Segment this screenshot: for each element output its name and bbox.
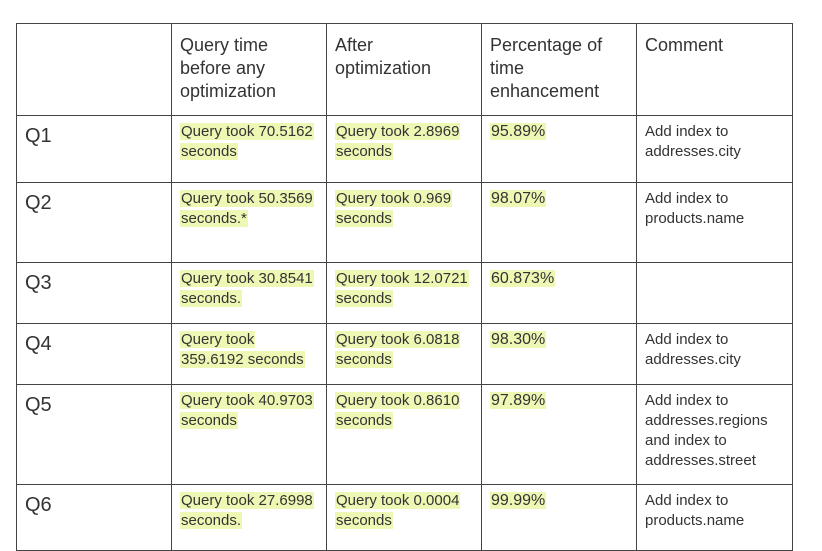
after-time-cell: Query took 2.8969 seconds bbox=[326, 115, 482, 183]
before-time-value: Query took 27.6998 seconds. bbox=[180, 492, 314, 529]
comment-cell bbox=[636, 262, 793, 324]
before-time-value: Query took 70.5162 seconds bbox=[180, 123, 314, 160]
header-row: Query time before any optimization After… bbox=[16, 23, 793, 116]
comment-cell: Add index to addresses.regions and index… bbox=[636, 384, 793, 485]
optimization-results-table: Query time before any optimization After… bbox=[16, 23, 793, 551]
table-row: Q3 Query took 30.8541 seconds. Query too… bbox=[16, 262, 793, 324]
header-cell-after: After optimization bbox=[326, 23, 482, 116]
table-row: Q1 Query took 70.5162 seconds Query took… bbox=[16, 115, 793, 183]
header-cell-comment: Comment bbox=[636, 23, 793, 116]
after-time-value: Query took 2.8969 seconds bbox=[335, 123, 461, 160]
query-label: Q1 bbox=[16, 115, 172, 183]
percentage-cell: 97.89% bbox=[481, 384, 637, 485]
table-row: Q6 Query took 27.6998 seconds. Query too… bbox=[16, 484, 793, 551]
comment-cell: Add index to products.name bbox=[636, 182, 793, 263]
header-cell-before: Query time before any optimization bbox=[171, 23, 327, 116]
query-label: Q4 bbox=[16, 323, 172, 385]
percentage-cell: 60.873% bbox=[481, 262, 637, 324]
after-time-value: Query took 0.0004 seconds bbox=[335, 492, 461, 529]
before-time-value: Query took 40.9703 seconds bbox=[180, 392, 314, 429]
after-time-cell: Query took 0.969 seconds bbox=[326, 182, 482, 263]
percentage-cell: 99.99% bbox=[481, 484, 637, 551]
after-time-cell: Query took 0.8610 seconds bbox=[326, 384, 482, 485]
before-time-value: Query took 359.6192 seconds bbox=[180, 331, 305, 368]
table-row: Q2 Query took 50.3569 seconds.* Query to… bbox=[16, 182, 793, 263]
after-time-cell: Query took 12.0721 seconds bbox=[326, 262, 482, 324]
percentage-value: 99.99% bbox=[490, 492, 547, 509]
percentage-value: 97.89% bbox=[490, 392, 547, 409]
percentage-value: 98.07% bbox=[490, 190, 547, 207]
comment-cell: Add index to addresses.city bbox=[636, 323, 793, 385]
header-cell-percentage: Percentage of time enhancement bbox=[481, 23, 637, 116]
before-time-cell: Query took 359.6192 seconds bbox=[171, 323, 327, 385]
percentage-value: 95.89% bbox=[490, 123, 547, 140]
before-time-cell: Query took 50.3569 seconds.* bbox=[171, 182, 327, 263]
table-row: Q5 Query took 40.9703 seconds Query took… bbox=[16, 384, 793, 485]
after-time-cell: Query took 6.0818 seconds bbox=[326, 323, 482, 385]
percentage-cell: 98.07% bbox=[481, 182, 637, 263]
after-time-value: Query took 0.8610 seconds bbox=[335, 392, 461, 429]
after-time-value: Query took 12.0721 seconds bbox=[335, 270, 469, 307]
percentage-cell: 98.30% bbox=[481, 323, 637, 385]
query-label: Q5 bbox=[16, 384, 172, 485]
header-cell-query bbox=[16, 23, 172, 116]
after-time-value: Query took 0.969 seconds bbox=[335, 190, 453, 227]
before-time-value: Query took 30.8541 seconds. bbox=[180, 270, 314, 307]
before-time-value: Query took 50.3569 seconds.* bbox=[180, 190, 314, 227]
before-time-cell: Query took 40.9703 seconds bbox=[171, 384, 327, 485]
table-row: Q4 Query took 359.6192 seconds Query too… bbox=[16, 323, 793, 385]
query-label: Q2 bbox=[16, 182, 172, 263]
comment-cell: Add index to products.name bbox=[636, 484, 793, 551]
query-label: Q3 bbox=[16, 262, 172, 324]
after-time-value: Query took 6.0818 seconds bbox=[335, 331, 461, 368]
comment-cell: Add index to addresses.city bbox=[636, 115, 793, 183]
query-label: Q6 bbox=[16, 484, 172, 551]
percentage-cell: 95.89% bbox=[481, 115, 637, 183]
before-time-cell: Query took 27.6998 seconds. bbox=[171, 484, 327, 551]
percentage-value: 98.30% bbox=[490, 331, 547, 348]
after-time-cell: Query took 0.0004 seconds bbox=[326, 484, 482, 551]
before-time-cell: Query took 70.5162 seconds bbox=[171, 115, 327, 183]
percentage-value: 60.873% bbox=[490, 270, 556, 287]
before-time-cell: Query took 30.8541 seconds. bbox=[171, 262, 327, 324]
